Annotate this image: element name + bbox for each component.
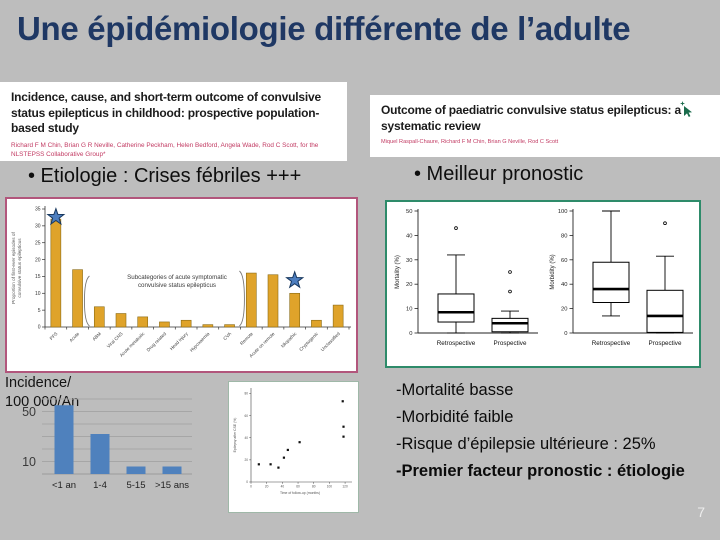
svg-text:10: 10 [406,307,412,313]
paper-card-outcome-review: Outcome of paediatric convulsive status … [370,95,720,157]
svg-text:Drug related: Drug related [146,331,168,353]
bullet-prognosis: • Meilleur pronostic [414,163,584,185]
svg-text:Time of follow-up (months): Time of follow-up (months) [280,491,320,495]
svg-text:20: 20 [406,282,412,288]
prognosis-notes: -Mortalité basse -Morbidité faible -Risque… [396,377,685,485]
svg-text:40: 40 [406,233,412,239]
paper-authors: Miquel Raspall-Chaure, Richard F M Chin,… [381,139,559,146]
svg-text:50: 50 [406,209,412,215]
svg-text:25: 25 [35,240,41,246]
svg-text:40: 40 [244,436,248,440]
svg-text:convulsive status epilepticus: convulsive status epilepticus [138,282,216,289]
note-line: -Morbidité faible [396,408,514,426]
svg-text:<1 an: <1 an [52,480,76,491]
paper-card-incidence-study: Incidence, cause, and short-term outcome… [0,82,347,161]
svg-text:Proportion of first-ever episo: Proportion of first-ever episodes of [11,231,16,303]
svg-text:30: 30 [35,224,41,230]
svg-text:Prospective: Prospective [649,340,682,347]
paper-authors: Richard F M Chin, Brian G R Neville, Cat… [11,141,319,159]
svg-text:Acute: Acute [68,331,80,343]
svg-text:5-15: 5-15 [126,480,145,491]
svg-text:10: 10 [22,455,36,469]
svg-text:100: 100 [327,485,333,489]
svg-text:Prospective: Prospective [494,340,527,347]
etiology-bar-chart: 0 5 10 15 20 25 30 35 Proportion of first-ever e… [11,206,351,359]
svg-text:50: 50 [22,405,36,419]
svg-text:60: 60 [561,258,567,264]
svg-text:Epilepsy after CSE (%): Epilepsy after CSE (%) [233,418,237,453]
svg-text:80: 80 [561,233,567,239]
svg-text:ABM: ABM [91,331,102,342]
svg-text:Retrospective: Retrospective [592,340,631,347]
mortality-boxplot: 0 10 20 30 40 50 Mortality (%) Retrospective Pro… [395,209,538,347]
svg-text:20: 20 [265,485,269,489]
svg-text:Head injury: Head injury [169,331,189,351]
svg-text:Mortality (%): Mortality (%) [395,255,401,289]
svg-text:40: 40 [561,282,567,288]
paper-title: Incidence, cause, and short-term outcome… [11,90,321,136]
slide-title: Une épidémiologie différente de l’adulte [17,10,631,47]
page-number: 7 [697,504,705,520]
svg-text:40: 40 [281,485,285,489]
svg-text:0: 0 [409,331,412,337]
svg-text:0: 0 [250,485,252,489]
incidence-bar-chart: 50 10 <1 an 1-4 5-15 >15 ans [22,398,192,491]
scatter-chart-panel: 0 20 40 60 80 100 120 0 20 40 60 80 Time of follow-u… [228,381,359,513]
svg-text:20: 20 [244,458,248,462]
bullet-etiology: • Etiologie : Crises fébriles +++ [28,165,302,187]
svg-text:Unclassified: Unclassified [320,331,341,352]
svg-text:Cryptogenic: Cryptogenic [298,331,319,352]
svg-text:0: 0 [246,480,248,484]
svg-text:convulsive status epilepticus: convulsive status epilepticus [17,238,22,298]
epilepsy-scatter-chart: 0 20 40 60 80 100 120 0 20 40 60 80 Time of follow-u… [233,388,352,495]
svg-text:80: 80 [312,485,316,489]
svg-text:10: 10 [35,291,41,297]
svg-text:20: 20 [35,257,41,263]
svg-text:80: 80 [244,392,248,396]
svg-text:15: 15 [35,274,41,280]
star-icon [46,207,66,226]
svg-text:0: 0 [564,331,567,337]
note-line: -Risque d’épilepsie ultérieure : 25% [396,435,656,453]
svg-text:0: 0 [38,325,41,331]
svg-text:CVA: CVA [222,331,233,342]
svg-text:1-4: 1-4 [93,480,107,491]
note-line: -Mortalité basse [396,381,514,399]
svg-text:5: 5 [38,308,41,314]
svg-text:Subcategories of acute symptom: Subcategories of acute symptomatic [127,274,227,281]
svg-text:Viral CNS: Viral CNS [106,331,124,349]
svg-text:PFS: PFS [49,331,59,341]
svg-text:Idiopathic: Idiopathic [280,331,298,349]
svg-text:Retrospective: Retrospective [437,340,476,347]
star-icon [285,270,305,289]
morbidity-boxplot: 0 20 40 60 80 100 Morbidity (%) Retrospective Pr… [550,209,693,347]
etiology-chart-panel: 0 5 10 15 20 25 30 35 Proportion of first-ever e… [5,197,358,373]
cursor-icon [680,101,692,117]
svg-text:Morbidity (%): Morbidity (%) [550,254,556,289]
svg-text:60: 60 [244,414,248,418]
note-line: -Premier facteur pronostic : étiologie [396,462,685,480]
outcome-boxplot-panel: 0 10 20 30 40 50 Mortality (%) Retrospective Pro… [385,200,701,368]
svg-text:Hypoxaemia: Hypoxaemia [189,331,211,353]
svg-text:30: 30 [406,258,412,264]
svg-text:35: 35 [35,207,41,213]
svg-text:20: 20 [561,307,567,313]
svg-text:100: 100 [558,209,568,215]
paper-title: Outcome of paediatric convulsive status … [381,103,681,133]
svg-text:60: 60 [296,485,300,489]
svg-text:Remote: Remote [239,331,254,346]
svg-text:>15 ans: >15 ans [155,480,189,491]
svg-text:120: 120 [342,485,348,489]
